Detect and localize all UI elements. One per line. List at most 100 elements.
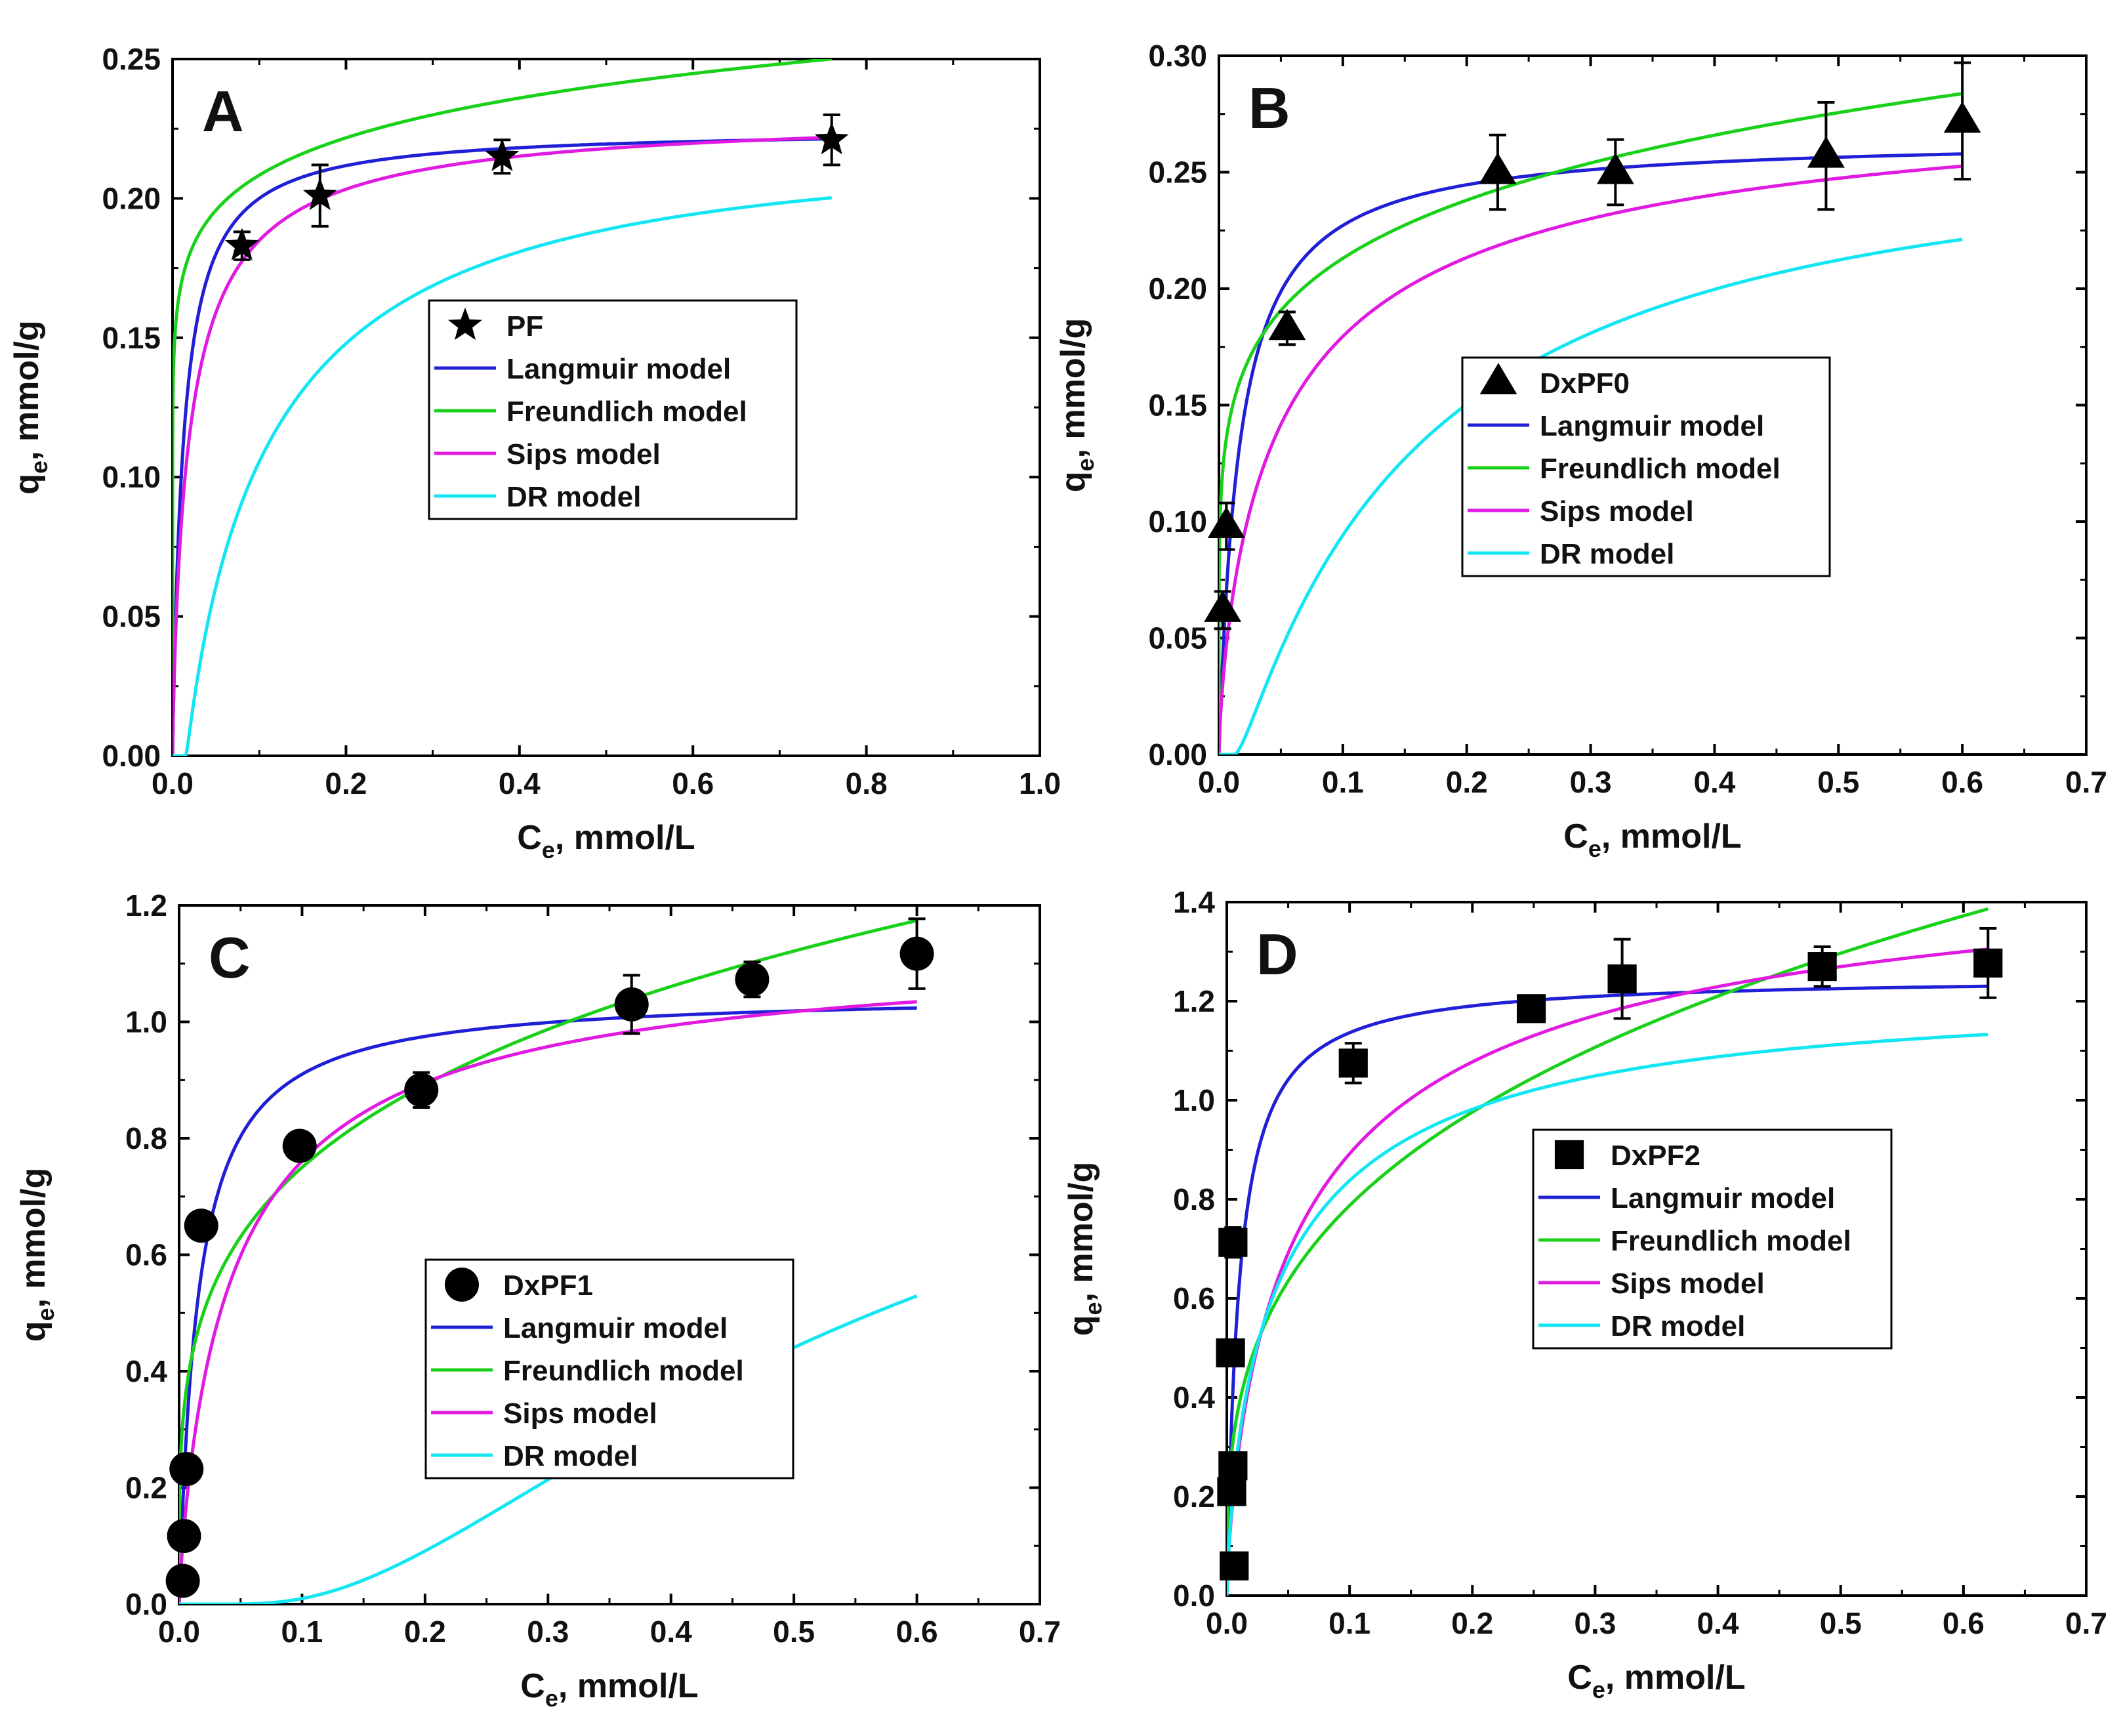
legend: DxPF2 Langmuir model Freundlich model Sips … [1532,1128,1893,1350]
data-points [1204,61,1981,630]
x-tick-label: 0.0 [1206,1606,1248,1640]
data-point [614,987,649,1022]
data-point [814,121,849,155]
y-tick-label: 0.4 [125,1354,167,1388]
x-axis-label: Ce, mmol/L [1563,817,1741,862]
data-point [224,228,259,260]
legend-entry: DxPF2 [1611,1140,1700,1172]
dr-curve [1219,238,1963,754]
model-curves [1219,92,1963,754]
y-tick-label: 0.6 [1173,1281,1215,1315]
y-tick-label: 0.25 [102,42,161,76]
legend-entry: Langmuir model [503,1312,728,1344]
panel-b: 0.0 0.1 0.2 0.3 0.4 0.5 0.6 0.7 0.00 0.05 0.10 0.15… [1054,39,2107,862]
y-tick-label: 0.05 [1148,621,1207,655]
x-tick-label: 0.2 [1451,1606,1493,1640]
y-axis-label: qe, mmol/g [8,320,52,495]
y-tick-label: 1.2 [125,888,167,922]
data-point [1517,994,1546,1023]
panel-label: B [1248,75,1290,140]
y-axis-label-unit: , mmol/g [8,320,46,461]
legend-entry: Freundlich model [506,396,747,428]
y-tick-label: 0.4 [1173,1380,1215,1415]
y-axis-label-main: q [1062,1315,1100,1336]
legend: DxPF1 Langmuir model Freundlich model Sips … [424,1258,794,1479]
freundlich-curve [173,59,832,756]
model-curves [1227,907,1988,1596]
x-tick-label: 1.0 [1019,766,1061,800]
y-axis-label-sub: e [26,461,52,474]
x-tick-label: 0.3 [1570,765,1612,799]
y-axis-label: qe, mmol/g [14,1168,59,1342]
legend-entry: Sips model [1611,1268,1765,1300]
y-axis-label-main: q [8,474,46,495]
y-tick-label: 0.20 [102,181,161,215]
y-tick-label: 0.00 [102,739,161,773]
legend-marker [445,1268,479,1302]
y-tick-label: 0.25 [1148,155,1207,190]
y-tick-label: 1.4 [1173,885,1215,919]
freundlich-curve [179,919,918,1604]
x-axis-label: Ce, mmol/L [520,1667,698,1712]
y-tick-label: 0.20 [1148,272,1207,306]
y-axis-label-main: q [14,1321,52,1342]
legend-marker [1554,1140,1584,1170]
y-tick-label: 0.00 [1148,737,1207,772]
legend-entry: DR model [1540,538,1674,570]
data-point [169,1452,204,1487]
y-tick-label: 1.2 [1173,984,1215,1018]
y-tick-label: 0.2 [1173,1479,1215,1514]
x-tick-label: 0.6 [1941,765,1983,799]
legend: PF Langmuir model Freundlich model Sips mod… [428,299,798,520]
x-axis-label: Ce, mmol/L [1567,1659,1745,1703]
x-tick-label: 0.3 [1574,1606,1616,1640]
data-point [404,1073,439,1107]
y-axis-label-unit: , mmol/g [14,1168,52,1308]
data-point [184,1209,218,1243]
legend-entry: Langmuir model [1540,410,1764,442]
legend-entry: DR model [503,1440,638,1472]
panel-c: 0.0 0.1 0.2 0.3 0.4 0.5 0.6 0.7 0.0 0.2 0.4 0.6 0.8 1… [14,888,1061,1712]
legend-entry: Sips model [1540,495,1694,527]
legend-marker [1479,363,1517,394]
x-axis-label-sub: e [545,1685,558,1712]
data-point [165,1563,200,1598]
x-tick-label: 0.4 [1693,765,1735,799]
y-axis-label-unit: , mmol/g [1062,1162,1100,1302]
data-point [1973,948,2003,978]
y-tick-label: 0.30 [1148,39,1207,73]
y-axis-label-sub: e [32,1308,59,1321]
x-tick-label: 0.6 [672,766,714,800]
legend-entry: DR model [506,481,641,513]
x-tick-label: 0.2 [404,1615,446,1649]
legend-entry: DxPF1 [503,1270,593,1302]
legend-entry: Sips model [503,1397,657,1430]
y-tick-label: 0.15 [102,321,161,355]
y-axis-label: qe, mmol/g [1054,318,1099,493]
x-tick-label: 0.5 [1817,765,1859,799]
legend-entry: Freundlich model [1611,1225,1851,1257]
y-tick-label: 0.6 [125,1238,167,1272]
x-axis-label-unit: , mmol/L [1601,817,1742,856]
y-tick-label: 1.0 [1173,1083,1215,1117]
x-axis-label: Ce, mmol/L [517,819,695,863]
data-point [1220,1551,1249,1581]
freundlich-curve [1219,92,1963,754]
legend-entry: PF [506,310,543,342]
x-tick-label: 0.1 [281,1615,323,1649]
y-tick-label: 0.8 [125,1121,167,1155]
panel-label: D [1256,922,1298,987]
legend-entry: Langmuir model [506,353,731,385]
y-tick-label: 0.10 [102,460,161,494]
x-tick-label: 0.0 [1198,765,1240,799]
data-point [1596,152,1634,184]
x-tick-label: 0.0 [158,1615,200,1649]
x-tick-label: 0.4 [650,1615,692,1649]
x-axis-label-main: C [1563,817,1588,856]
langmuir-curve [1227,984,1988,1596]
x-tick-label: 0.4 [499,766,541,800]
data-point [1216,1338,1245,1368]
data-point [1807,136,1845,168]
x-tick-label: 0.7 [2065,765,2107,799]
